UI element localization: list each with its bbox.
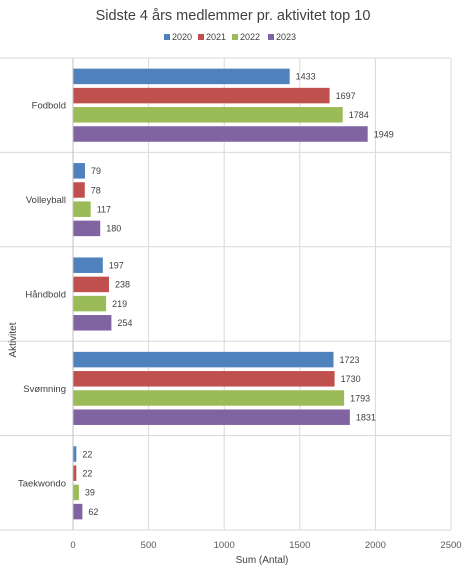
- bar-value-label: 219: [112, 299, 127, 309]
- category-label: Håndbold: [25, 290, 66, 301]
- bar: [73, 446, 77, 462]
- legend-label: 2023: [276, 32, 296, 42]
- legend-swatch: [198, 34, 204, 40]
- bar: [73, 390, 345, 406]
- bar-value-label: 1433: [296, 72, 316, 82]
- bar-value-label: 254: [117, 318, 132, 328]
- bar: [73, 201, 91, 217]
- bar-value-label: 1949: [374, 129, 394, 139]
- category-separators: [0, 57, 451, 531]
- bar-value-label: 1793: [350, 393, 370, 403]
- bar-value-label: 1697: [336, 91, 356, 101]
- category-labels: Fodbold Volleyball Håndbold Svømning Taekwon…: [18, 101, 66, 490]
- bar-value-label: 22: [82, 449, 92, 459]
- bar-value-label: 39: [85, 488, 95, 498]
- legend-swatch: [268, 34, 274, 40]
- category-label: Volleyball: [26, 195, 66, 206]
- bar-value-label: 197: [109, 261, 124, 271]
- bar-value-label: 22: [82, 469, 92, 479]
- bar-value-labels: 1433 1697 1784 1949 79 78 117 180 197 238 219 254 17…: [82, 72, 393, 517]
- bar-value-label: 180: [106, 224, 121, 234]
- bar: [73, 409, 350, 425]
- bar: [73, 371, 335, 387]
- bar: [73, 315, 112, 331]
- bar: [73, 257, 103, 273]
- category-label: Svømning: [23, 384, 66, 395]
- bar: [73, 295, 107, 312]
- x-tick-label: 2000: [365, 540, 386, 551]
- x-tick-label: 0: [70, 540, 75, 551]
- bar: [73, 503, 83, 520]
- bar: [73, 276, 109, 293]
- bar: [73, 351, 334, 368]
- y-axis-title: Aktivitet: [8, 322, 19, 357]
- bar: [73, 182, 85, 198]
- bar-value-label: 78: [91, 185, 101, 195]
- bar-value-label: 79: [91, 166, 101, 176]
- bar-value-label: 1831: [356, 413, 376, 423]
- legend-label: 2020: [172, 32, 192, 42]
- bar: [73, 107, 343, 123]
- bar-value-label: 238: [115, 280, 130, 290]
- bar: [73, 126, 368, 142]
- x-axis-title: Sum (Antal): [236, 555, 289, 566]
- x-tick-label: 500: [141, 540, 157, 551]
- bar: [73, 465, 77, 481]
- chart-title: Sidste 4 års medlemmer pr. aktivitet top…: [96, 8, 371, 24]
- bar-value-label: 117: [97, 205, 111, 215]
- x-tick-label: 1000: [214, 540, 235, 551]
- legend-swatch: [164, 34, 170, 40]
- legend-swatch: [232, 34, 238, 40]
- x-tick-label: 2500: [440, 540, 461, 551]
- legend: 2020 2021 2022 2023: [164, 32, 296, 42]
- legend-label: 2021: [206, 32, 226, 42]
- category-label: Fodbold: [32, 101, 66, 112]
- bar: [73, 68, 290, 85]
- bar-value-label: 1730: [341, 374, 361, 384]
- bar-value-label: 62: [88, 507, 98, 517]
- bar: [73, 484, 79, 501]
- bar-value-label: 1784: [349, 110, 369, 120]
- bars: [73, 68, 368, 520]
- category-label: Taekwondo: [18, 478, 66, 489]
- bar-value-label: 1723: [340, 355, 360, 365]
- bar: [73, 163, 85, 179]
- x-tick-label: 1500: [289, 540, 310, 551]
- bar: [73, 220, 101, 237]
- bar: [73, 87, 330, 104]
- legend-label: 2022: [240, 32, 260, 42]
- x-tick-labels: 0 500 1000 1500 2000 2500: [70, 540, 461, 551]
